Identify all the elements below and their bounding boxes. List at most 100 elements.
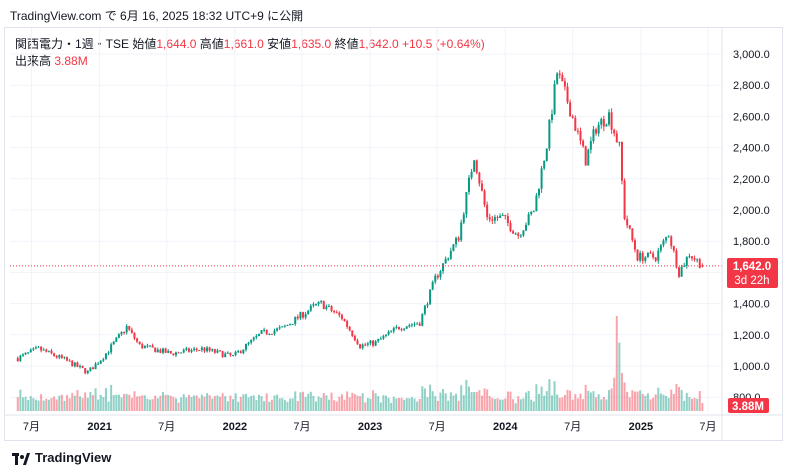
volume-bar [397,397,400,411]
volume-bar [382,395,385,411]
volume-bar [369,398,372,411]
volume-bar [219,396,222,411]
volume-bar [385,395,388,411]
candle-body [364,344,367,346]
candle-body [257,333,260,336]
candle-body [501,214,504,216]
volume-bar [335,401,338,411]
volume-bar [55,399,58,411]
volume-bar [618,342,621,411]
candle-body [537,188,540,196]
candle-body [460,222,463,241]
candle-body [317,301,320,305]
volume-bar [535,384,538,411]
candle-body [221,351,224,358]
volume-bar [232,399,235,411]
volume-bar [579,393,582,411]
candle-body [180,352,183,354]
volume-bar [177,402,180,411]
volume-bar [688,397,691,411]
volume-bar [470,392,473,411]
volume-bar [545,391,548,411]
volume-bar [206,393,209,411]
candle-body [366,343,369,345]
volume-bar [506,391,509,411]
candle-body [115,337,118,342]
volume-bar [592,391,595,411]
candle-body [574,117,577,131]
candle-body [351,330,354,337]
y-tick-label: 1,400.0 [733,299,770,311]
volume-bar [263,401,266,411]
x-tick-label: 2021 [87,421,111,433]
symbol-label[interactable]: 関西電力・1週・TSE [15,37,130,51]
volume-bar [130,397,133,411]
volume-label: 出来高 [15,54,52,68]
candle-body [24,352,27,355]
volume-bar [410,397,413,411]
candle-body [21,354,24,356]
volume-bar [372,390,375,411]
volume-bar [154,395,157,411]
volume-bar [255,399,258,411]
volume-bar [602,396,605,411]
candle-body [439,271,442,278]
volume-bar [286,401,289,411]
volume-bar [696,398,699,411]
candle-body [348,326,351,331]
volume-bar [66,395,69,411]
candle-body [473,160,476,172]
volume-bar [589,392,592,411]
volume-bar [185,397,188,411]
candle-body [270,333,273,335]
volume-bar [252,395,255,411]
candle-body [340,315,343,319]
volume-bar [307,393,310,411]
volume-bar [610,388,613,411]
candle-body [169,350,172,354]
high-label: 高値 [199,37,224,51]
candle-body [690,256,693,259]
volume-bar [164,394,167,411]
volume-bar [257,394,260,411]
volume-bar [24,396,27,411]
candle-body [530,211,533,215]
candle-body [174,352,177,356]
candle-body [639,252,642,261]
candle-body [359,344,362,349]
candle-body [491,219,494,221]
volume-bar [71,393,74,411]
candle-body [250,339,253,343]
candle-body [649,252,652,254]
volume-bar [302,391,305,411]
volume-bar [76,390,79,411]
volume-bar [447,400,450,411]
candle-body [185,348,188,350]
candle-body [633,240,636,250]
candle-body [143,346,146,349]
close-value: 1,642.0 [358,37,399,51]
candle-body [304,314,307,318]
volume-bar [690,398,693,411]
candle-body [397,327,400,330]
volume-bar [115,394,118,411]
candle-body [499,215,502,219]
volume-bar [644,395,647,411]
volume-bar [314,401,317,411]
volume-bar [525,392,528,411]
candle-body [462,214,465,223]
candle-body [416,323,419,325]
volume-bar [97,399,100,411]
volume-bar [110,384,113,411]
candle-body [239,351,242,354]
candle-body [314,304,317,306]
volume-bar [514,403,517,411]
candle-body [219,350,222,352]
candle-body [488,217,491,220]
candle-body [128,326,131,330]
volume-bar [296,401,299,411]
volume-bar [473,392,476,411]
volume-bar [29,396,32,411]
volume-bar [353,394,356,411]
